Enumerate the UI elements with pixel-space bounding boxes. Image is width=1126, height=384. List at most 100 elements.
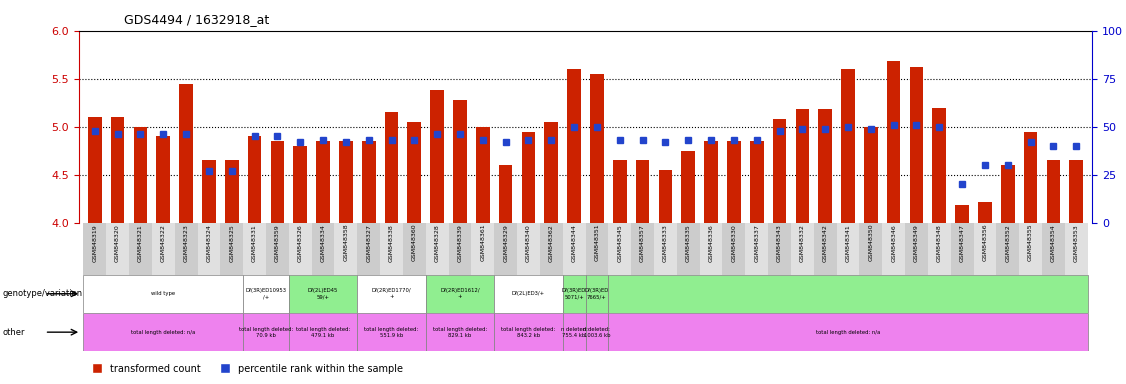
Text: GSM848350: GSM848350 (868, 224, 874, 262)
Text: GSM848333: GSM848333 (663, 224, 668, 262)
Bar (134, 127, 148, 223)
Text: GSM848355: GSM848355 (1028, 224, 1033, 262)
Bar (1019, 223, 1042, 275)
Bar (453, 100, 467, 223)
Bar (266, 223, 288, 275)
Text: GSM848325: GSM848325 (230, 224, 234, 262)
Text: GSM848323: GSM848323 (184, 224, 188, 262)
Text: GSM848359: GSM848359 (275, 224, 280, 262)
Bar (152, 223, 175, 275)
Text: GSM848347: GSM848347 (959, 224, 965, 262)
Bar (334, 223, 357, 275)
Text: GSM848328: GSM848328 (435, 224, 439, 262)
Bar (608, 313, 1088, 351)
Text: GSM848354: GSM848354 (1051, 224, 1056, 262)
Bar (905, 223, 928, 275)
Text: GSM848334: GSM848334 (321, 224, 325, 262)
Legend: transformed count, percentile rank within the sample: transformed count, percentile rank withi… (83, 360, 406, 377)
Text: n deleted:
755.4 kb: n deleted: 755.4 kb (561, 327, 588, 338)
Bar (632, 223, 654, 275)
Bar (978, 202, 992, 223)
Bar (727, 141, 741, 223)
Text: GSM848339: GSM848339 (457, 224, 463, 262)
Text: GSM848335: GSM848335 (686, 224, 690, 262)
Text: GSM848319: GSM848319 (92, 224, 97, 262)
Bar (106, 223, 129, 275)
Text: GSM848360: GSM848360 (412, 224, 417, 262)
Bar (955, 205, 969, 223)
Bar (636, 161, 650, 223)
Bar (837, 223, 859, 275)
Bar (768, 223, 790, 275)
Bar (357, 223, 381, 275)
Bar (494, 313, 563, 351)
Bar (859, 223, 883, 275)
Bar (790, 223, 814, 275)
Bar (1046, 161, 1061, 223)
Bar (613, 161, 626, 223)
Bar (243, 275, 288, 313)
Bar (339, 141, 352, 223)
Text: genotype/variation: genotype/variation (2, 289, 82, 298)
Bar (681, 151, 695, 223)
Bar (568, 69, 581, 223)
Bar (361, 141, 376, 223)
Text: GDS4494 / 1632918_at: GDS4494 / 1632918_at (124, 13, 269, 26)
Text: total length deleted: n/a: total length deleted: n/a (131, 329, 196, 335)
Bar (408, 122, 421, 223)
Bar (288, 275, 357, 313)
Text: wild type: wild type (151, 291, 176, 296)
Text: total length deleted:
70.9 kb: total length deleted: 70.9 kb (239, 327, 293, 338)
Bar (704, 141, 718, 223)
Bar (221, 223, 243, 275)
Text: GSM848356: GSM848356 (983, 224, 988, 262)
Text: GSM848345: GSM848345 (617, 224, 623, 262)
Bar (175, 223, 197, 275)
Text: GSM848338: GSM848338 (388, 224, 394, 262)
Bar (750, 141, 763, 223)
Text: GSM848337: GSM848337 (754, 224, 759, 262)
Bar (83, 275, 243, 313)
Text: GSM848327: GSM848327 (366, 224, 372, 262)
Bar (723, 223, 745, 275)
Bar (426, 313, 494, 351)
Bar (225, 161, 239, 223)
Text: Df(2L)ED3/+: Df(2L)ED3/+ (512, 291, 545, 296)
Text: GSM848362: GSM848362 (548, 224, 554, 262)
Text: GSM848361: GSM848361 (481, 224, 485, 262)
Text: total length deleted:
829.1 kb: total length deleted: 829.1 kb (432, 327, 488, 338)
Bar (563, 223, 586, 275)
Text: total length deleted:
479.1 kb: total length deleted: 479.1 kb (296, 327, 350, 338)
Bar (243, 313, 288, 351)
Bar (83, 223, 106, 275)
Bar (950, 223, 974, 275)
Bar (910, 67, 923, 223)
Bar (357, 313, 426, 351)
Bar (928, 223, 950, 275)
Text: GSM848332: GSM848332 (799, 224, 805, 262)
Text: GSM848344: GSM848344 (572, 224, 577, 262)
Bar (288, 313, 357, 351)
Bar (88, 117, 101, 223)
Bar (1065, 223, 1088, 275)
Bar (545, 122, 558, 223)
Bar (932, 108, 946, 223)
Bar (1001, 165, 1015, 223)
Bar (385, 112, 399, 223)
Bar (608, 223, 632, 275)
Bar (448, 223, 472, 275)
Text: total length deleted:
551.9 kb: total length deleted: 551.9 kb (365, 327, 419, 338)
Bar (1070, 161, 1083, 223)
Bar (887, 61, 901, 223)
Bar (476, 127, 490, 223)
Text: GSM848353: GSM848353 (1074, 224, 1079, 262)
Bar (202, 161, 216, 223)
Text: Df(3R)ED
7665/+: Df(3R)ED 7665/+ (584, 288, 609, 299)
Bar (772, 119, 786, 223)
Bar (270, 141, 284, 223)
Text: total length deleted: n/a: total length deleted: n/a (816, 329, 881, 335)
Bar (659, 170, 672, 223)
Bar (819, 109, 832, 223)
Bar (472, 223, 494, 275)
Bar (426, 275, 494, 313)
